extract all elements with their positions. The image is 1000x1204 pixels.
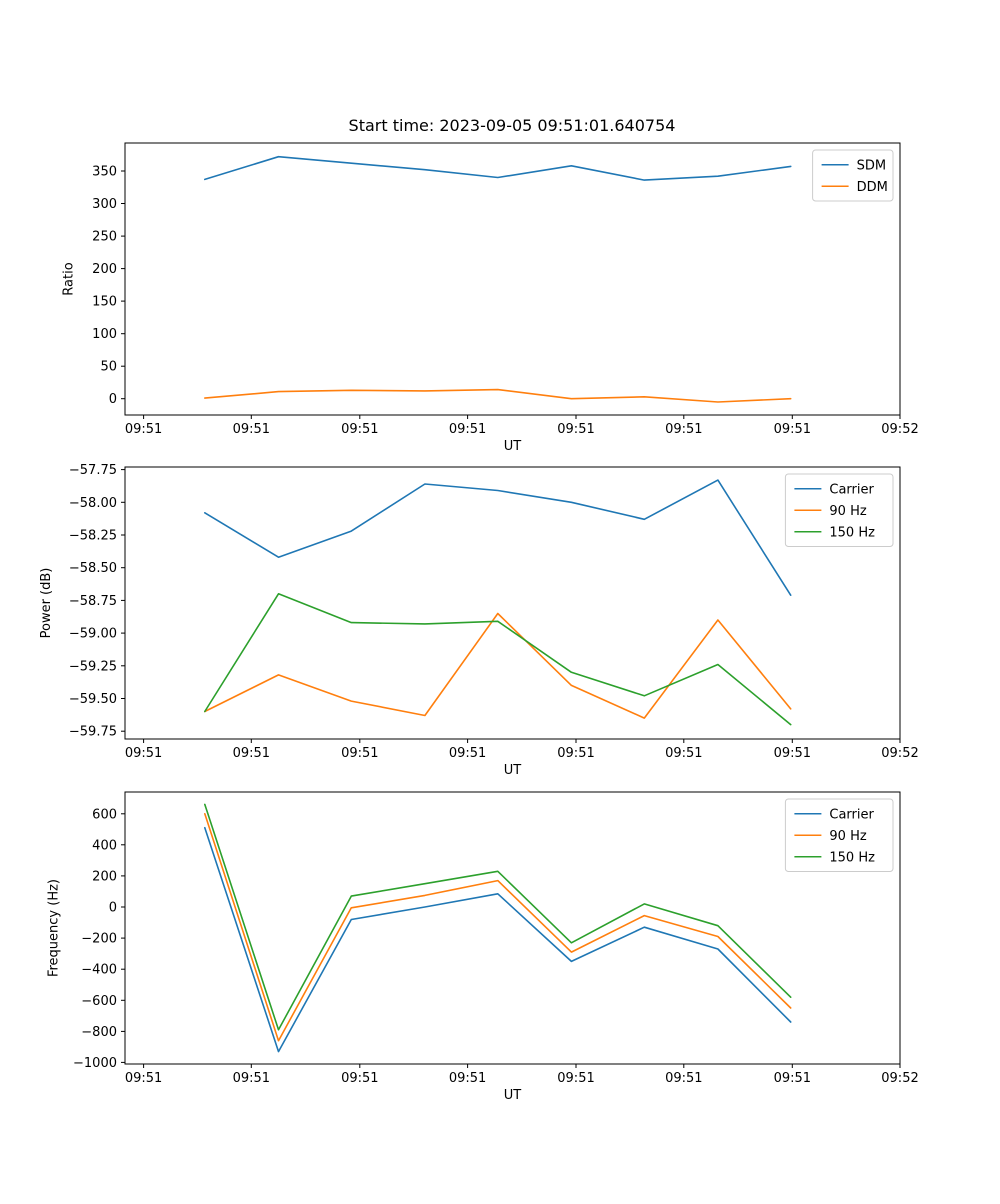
- y-tick-label: −800: [81, 1025, 117, 1040]
- x-tick-label: 09:51: [774, 1071, 811, 1086]
- y-axis-label: Frequency (Hz): [47, 879, 62, 977]
- x-tick-label: 09:51: [449, 1071, 486, 1086]
- x-tick-label: 09:52: [881, 1071, 918, 1086]
- x-tick-label: 09:51: [341, 422, 378, 437]
- legend-label-carrier: Carrier: [829, 482, 874, 497]
- line-150-hz: [204, 592, 792, 726]
- legend-frame: [784, 798, 894, 872]
- x-tick-label: 09:52: [881, 422, 918, 437]
- legend-label-ddm: DDM: [857, 180, 888, 195]
- legend: Carrier 90 Hz 150 Hz: [784, 798, 894, 872]
- legend: SDM DDM: [812, 149, 894, 202]
- x-tick-label: 09:51: [557, 422, 594, 437]
- y-tick-label: −59.00: [69, 627, 117, 642]
- y-tick-label: 350: [92, 165, 117, 180]
- axes-frame: [124, 466, 901, 740]
- x-tick-label: 09:51: [449, 746, 486, 761]
- legend-label-sdm: SDM: [857, 158, 886, 173]
- legend-label-90-hz: 90 Hz: [829, 829, 866, 844]
- x-tick-label: 09:51: [125, 1071, 162, 1086]
- y-tick-label: 600: [92, 807, 117, 822]
- legend-frame: [812, 149, 894, 202]
- x-tick-label: 09:51: [665, 746, 702, 761]
- y-tick-label: 200: [92, 262, 117, 277]
- y-tick-label: −58.00: [69, 496, 117, 511]
- x-tick-label: 09:51: [233, 1071, 270, 1086]
- y-axis-label: Power (dB): [39, 568, 54, 639]
- line-90-hz: [204, 812, 792, 1042]
- legend-frame: [784, 473, 894, 547]
- y-tick-label: −58.75: [69, 594, 117, 609]
- x-tick-label: 09:51: [341, 1071, 378, 1086]
- x-axis-label: UT: [504, 439, 522, 454]
- line-ddm: [204, 388, 792, 403]
- line-carrier: [204, 479, 792, 597]
- x-axis-label: UT: [504, 763, 522, 778]
- y-tick-label: −59.25: [69, 659, 117, 674]
- figure-title: Start time: 2023-09-05 09:51:01.640754: [349, 116, 676, 135]
- y-tick-label: −1000: [73, 1056, 117, 1071]
- y-tick-label: 400: [92, 838, 117, 853]
- y-tick-label: 200: [92, 869, 117, 884]
- y-tick-label: 50: [100, 360, 117, 375]
- legend-label-90-hz: 90 Hz: [829, 504, 866, 519]
- line-90-hz: [204, 612, 792, 719]
- y-tick-label: 100: [92, 327, 117, 342]
- ratio-plot: 0 50 100 150 200 250 300 350 09:51 09:51 09:51 09:5…: [62, 142, 919, 454]
- x-tick-label: 09:51: [341, 746, 378, 761]
- legend: Carrier 90 Hz 150 Hz: [784, 473, 894, 547]
- y-tick-label: −58.25: [69, 529, 117, 544]
- x-tick-label: 09:51: [774, 746, 811, 761]
- legend-label-carrier: Carrier: [829, 807, 874, 822]
- y-tick-label: −58.50: [69, 561, 117, 576]
- x-tick-label: 09:51: [774, 422, 811, 437]
- y-axis-label: Ratio: [62, 262, 77, 295]
- x-tick-label: 09:51: [233, 422, 270, 437]
- x-tick-label: 09:51: [665, 422, 702, 437]
- y-tick-label: −200: [81, 932, 117, 947]
- y-tick-label: 0: [109, 901, 117, 916]
- y-tick-label: 250: [92, 230, 117, 245]
- line-carrier: [204, 826, 792, 1053]
- x-tick-label: 09:51: [125, 746, 162, 761]
- x-tick-label: 09:51: [665, 1071, 702, 1086]
- y-tick-label: −59.50: [69, 692, 117, 707]
- x-axis-label: UT: [504, 1088, 522, 1103]
- y-tick-label: 0: [109, 392, 117, 407]
- x-tick-label: 09:51: [449, 422, 486, 437]
- x-tick-label: 09:51: [557, 1071, 594, 1086]
- legend-label-150-hz: 150 Hz: [829, 525, 875, 540]
- legend-label-150-hz: 150 Hz: [829, 850, 875, 865]
- axes-frame: [124, 142, 901, 416]
- power-plot: −59.75 −59.50 −59.25 −59.00 −58.75 −58.50 −58.…: [39, 463, 919, 778]
- line-150-hz: [204, 803, 792, 1031]
- x-tick-label: 09:51: [557, 746, 594, 761]
- y-tick-label: 150: [92, 295, 117, 310]
- line-sdm: [204, 155, 792, 181]
- x-tick-label: 09:51: [125, 422, 162, 437]
- x-tick-label: 09:51: [233, 746, 270, 761]
- y-tick-label: −59.75: [69, 725, 117, 740]
- frequency-plot: −1000 −800 −600 −400 −200 0 200 400 600 09:51 09:5…: [47, 791, 919, 1103]
- y-tick-label: 300: [92, 197, 117, 212]
- axes-frame: [124, 791, 901, 1065]
- y-tick-label: −400: [81, 963, 117, 978]
- y-tick-label: −57.75: [69, 463, 117, 478]
- y-tick-label: −600: [81, 994, 117, 1009]
- x-tick-label: 09:52: [881, 746, 918, 761]
